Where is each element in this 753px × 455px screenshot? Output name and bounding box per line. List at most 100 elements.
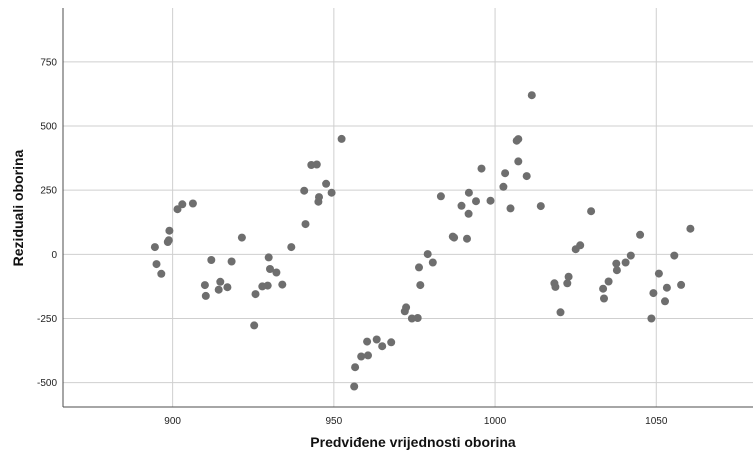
- y-tick-label: 250: [40, 186, 57, 197]
- data-point: [527, 91, 536, 100]
- data-point: [214, 285, 223, 294]
- data-point: [464, 188, 473, 197]
- data-point: [604, 277, 613, 286]
- data-point: [251, 290, 260, 299]
- x-tick-label: 1000: [484, 416, 507, 427]
- data-point: [363, 337, 372, 346]
- data-point: [551, 282, 560, 291]
- data-point: [287, 243, 296, 252]
- data-point: [315, 193, 323, 202]
- data-point: [612, 266, 621, 275]
- data-point: [216, 277, 225, 286]
- data-point: [464, 209, 473, 218]
- y-tick-label: 500: [40, 122, 57, 133]
- data-point: [428, 258, 437, 267]
- data-point: [536, 202, 545, 211]
- data-point: [670, 251, 679, 260]
- data-point: [278, 280, 287, 289]
- data-point: [201, 291, 210, 300]
- data-point: [357, 352, 366, 361]
- data-point: [621, 258, 630, 267]
- data-point: [327, 188, 336, 197]
- y-tick-label: 0: [51, 250, 57, 261]
- data-point: [463, 234, 471, 243]
- data-point: [662, 283, 671, 292]
- data-point: [415, 263, 423, 272]
- data-point: [387, 338, 396, 347]
- data-point: [178, 200, 187, 209]
- data-point: [263, 281, 272, 290]
- data-point: [264, 253, 273, 262]
- data-point: [416, 281, 425, 290]
- data-points: [150, 91, 695, 391]
- data-point: [600, 294, 608, 303]
- data-point: [564, 272, 573, 281]
- y-tick-labels: -500 -250 0 250 500 750: [37, 57, 57, 389]
- data-point: [486, 196, 495, 205]
- data-point: [686, 224, 695, 233]
- data-point: [436, 192, 445, 201]
- data-point: [157, 269, 166, 278]
- data-point: [514, 157, 523, 166]
- data-point: [413, 314, 422, 322]
- data-point: [223, 283, 232, 292]
- data-point: [266, 265, 274, 273]
- data-point: [514, 135, 523, 144]
- data-point: [152, 260, 161, 269]
- data-point: [351, 363, 360, 372]
- y-axis-title: Reziduali oborina: [10, 149, 26, 266]
- data-point: [677, 280, 686, 289]
- data-point: [649, 289, 658, 298]
- data-point: [337, 134, 346, 143]
- x-tick-label: 900: [164, 416, 181, 427]
- data-point: [301, 220, 310, 229]
- data-point: [207, 256, 216, 264]
- data-point: [237, 233, 246, 242]
- data-point: [522, 172, 531, 181]
- data-point: [661, 297, 669, 306]
- data-point: [499, 182, 508, 191]
- data-point: [407, 314, 416, 323]
- data-point: [626, 251, 635, 260]
- data-point: [364, 351, 372, 360]
- data-point: [227, 257, 236, 266]
- data-point: [300, 186, 309, 195]
- data-point: [322, 179, 331, 188]
- data-point: [472, 197, 480, 206]
- data-point: [312, 160, 321, 169]
- data-point: [587, 207, 596, 216]
- y-tick-label: -500: [37, 378, 57, 389]
- data-point: [402, 303, 411, 312]
- data-point: [378, 342, 387, 351]
- data-point: [450, 233, 459, 242]
- axes: [62, 8, 753, 408]
- data-point: [576, 241, 585, 250]
- data-point: [188, 199, 197, 208]
- data-point: [164, 236, 173, 245]
- data-point: [636, 230, 645, 239]
- data-point: [654, 269, 663, 278]
- data-point: [647, 314, 656, 323]
- gridlines: [63, 8, 753, 407]
- data-point: [612, 259, 621, 268]
- data-point: [173, 205, 182, 214]
- x-tick-label: 1050: [645, 416, 668, 427]
- data-point: [165, 226, 174, 235]
- x-tick-labels: 900 950 1000 1050: [164, 416, 668, 427]
- y-tick-label: -250: [37, 314, 57, 325]
- x-tick-label: 950: [325, 416, 342, 427]
- data-point: [556, 308, 565, 317]
- data-point: [350, 382, 359, 391]
- data-point: [477, 164, 486, 173]
- data-point: [506, 204, 515, 213]
- data-point: [423, 250, 432, 259]
- x-axis-title: Predviđene vrijednosti oborina: [310, 434, 516, 450]
- data-point: [250, 321, 259, 330]
- data-point: [501, 169, 510, 178]
- data-point: [272, 268, 281, 277]
- data-point: [150, 243, 159, 252]
- data-point: [563, 279, 572, 288]
- data-point: [599, 284, 608, 293]
- data-point: [372, 335, 381, 344]
